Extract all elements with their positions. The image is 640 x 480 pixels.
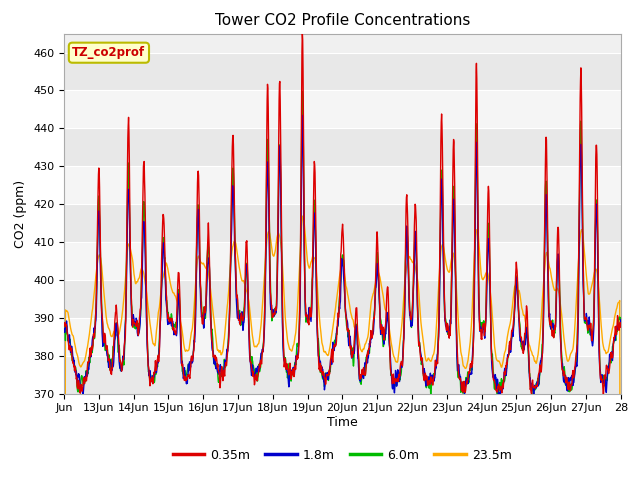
Legend: 0.35m, 1.8m, 6.0m, 23.5m: 0.35m, 1.8m, 6.0m, 23.5m: [168, 444, 517, 467]
Bar: [64, 90, 621, 128]
Bar: [64, 356, 621, 394]
Bar: [64, 166, 621, 204]
Bar: [64, 128, 621, 166]
Bar: [64, 280, 621, 318]
Bar: [64, 52, 621, 90]
Bar: [64, 204, 621, 242]
Bar: [64, 318, 621, 356]
Text: TZ_co2prof: TZ_co2prof: [72, 46, 145, 59]
X-axis label: Time: Time: [327, 416, 358, 429]
Y-axis label: CO2 (ppm): CO2 (ppm): [15, 180, 28, 248]
Title: Tower CO2 Profile Concentrations: Tower CO2 Profile Concentrations: [214, 13, 470, 28]
Bar: [64, 242, 621, 280]
